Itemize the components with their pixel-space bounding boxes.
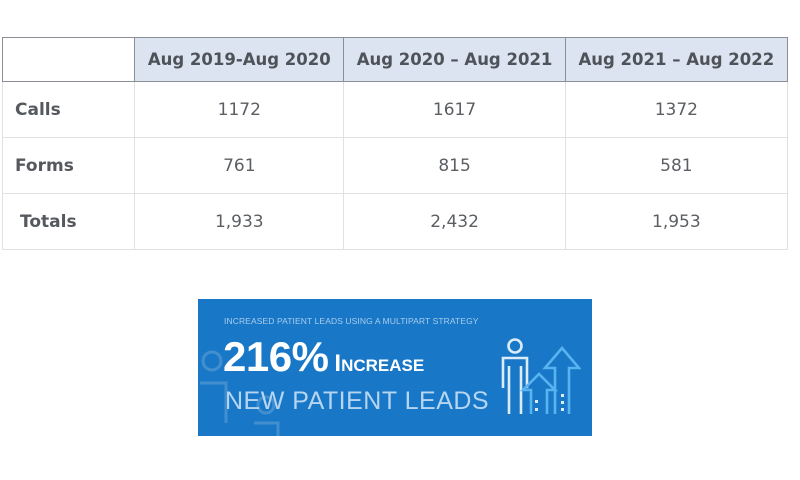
header-period-1: Aug 2019-Aug 2020 xyxy=(134,37,345,82)
cell-calls-period-1: 1172 xyxy=(134,81,345,138)
row-label-calls: Calls xyxy=(1,81,136,138)
banner-percent: 216% xyxy=(223,333,329,380)
patient-leads-table: Aug 2019-Aug 2020 Aug 2020 – Aug 2021 Au… xyxy=(1,37,789,250)
banner-kicker: INCREASED PATIENT LEADS USING A MULTIPAR… xyxy=(224,316,479,326)
header-period-3: Aug 2021 – Aug 2022 xyxy=(564,37,789,82)
cell-totals-period-2: 2,432 xyxy=(343,193,566,250)
cell-totals-period-3: 1,953 xyxy=(564,193,789,250)
banner-headline: 216% Increase xyxy=(223,333,424,381)
banner-subline: NEW PATIENT LEADS xyxy=(225,387,490,415)
cell-forms-period-3: 581 xyxy=(564,137,789,194)
header-period-2: Aug 2020 – Aug 2021 xyxy=(343,37,566,82)
header-corner-cell xyxy=(1,37,136,82)
ghost-person-icon xyxy=(200,350,280,436)
cell-calls-period-2: 1617 xyxy=(343,81,566,138)
cell-forms-period-1: 761 xyxy=(134,137,345,194)
row-label-totals: Totals xyxy=(1,193,136,250)
person-with-up-arrows-icon xyxy=(501,338,581,414)
banner-headline-word: Increase xyxy=(334,350,425,377)
table-row-calls: Calls 1172 1617 1372 xyxy=(1,81,789,138)
patient-leads-banner: INCREASED PATIENT LEADS USING A MULTIPAR… xyxy=(198,299,592,436)
table-row-forms: Forms 761 815 581 xyxy=(1,137,789,194)
cell-totals-period-1: 1,933 xyxy=(134,193,345,250)
table-header-row: Aug 2019-Aug 2020 Aug 2020 – Aug 2021 Au… xyxy=(1,37,789,82)
cell-forms-period-2: 815 xyxy=(343,137,566,194)
row-label-forms: Forms xyxy=(1,137,136,194)
table-row-totals: Totals 1,933 2,432 1,953 xyxy=(1,193,789,250)
cell-calls-period-3: 1372 xyxy=(564,81,789,138)
